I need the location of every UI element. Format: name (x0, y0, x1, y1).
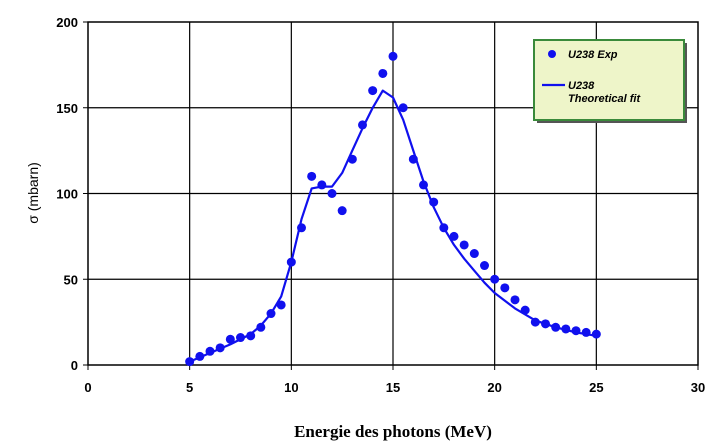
data-point (185, 357, 195, 367)
legend-label: Theoretical fit (568, 93, 641, 105)
data-point (246, 331, 256, 341)
grid (88, 22, 698, 365)
y-axis-label: σ (mbarn) (25, 162, 41, 224)
data-point (591, 329, 601, 339)
data-point (408, 154, 418, 164)
x-tick-label: 30 (691, 380, 705, 395)
y-tick-label: 0 (71, 358, 78, 373)
data-point (297, 223, 306, 233)
data-point (419, 180, 428, 190)
data-point (551, 322, 561, 332)
data-point (368, 86, 378, 96)
data-point (449, 231, 459, 241)
legend-label: U238 (568, 80, 595, 92)
data-point (480, 261, 489, 271)
data-point (347, 154, 357, 164)
data-point (236, 333, 245, 343)
y-tick-label: 100 (56, 187, 78, 202)
legend-marker-icon (548, 50, 556, 58)
data-point (225, 334, 235, 344)
series-layer (185, 51, 601, 367)
data-point (195, 351, 205, 361)
data-point (541, 319, 550, 329)
data-point (327, 189, 337, 198)
data-point (561, 324, 571, 334)
x-tick-label: 10 (284, 380, 298, 395)
data-point (500, 283, 510, 293)
x-tick-label: 15 (386, 380, 400, 395)
data-point (266, 309, 276, 319)
data-point (510, 295, 520, 305)
data-point (337, 206, 347, 216)
data-point (581, 327, 591, 337)
data-point (276, 300, 286, 310)
data-point (215, 343, 225, 353)
y-tick-label: 200 (56, 15, 78, 30)
y-tick-label: 150 (56, 101, 78, 116)
data-point (286, 257, 296, 267)
x-tick-label: 20 (487, 380, 501, 395)
x-tick-label: 25 (589, 380, 603, 395)
data-point (520, 305, 530, 315)
data-point (530, 317, 540, 327)
x-tick-label: 5 (186, 380, 193, 395)
data-point (490, 274, 500, 284)
data-point (429, 197, 439, 207)
fit-line (189, 89, 597, 363)
data-point (388, 51, 398, 61)
data-point (317, 180, 327, 190)
data-point (205, 346, 215, 356)
legend-box (533, 39, 685, 121)
data-point (459, 240, 469, 250)
data-point (439, 223, 449, 233)
data-point (378, 68, 388, 78)
data-point (571, 326, 581, 336)
data-point (256, 322, 266, 332)
data-point (469, 249, 479, 259)
x-tick-label: 0 (84, 380, 91, 395)
x-axis-label: Energie des photons (MeV) (294, 422, 492, 441)
axis-ticks: 0 5 10 15 20 25 30 0 50 100 150 200 (56, 15, 705, 395)
data-point (398, 103, 408, 113)
y-tick-label: 50 (64, 272, 78, 287)
legend-label: U238 Exp (568, 49, 618, 61)
data-point (307, 171, 317, 181)
data-point (358, 120, 367, 130)
